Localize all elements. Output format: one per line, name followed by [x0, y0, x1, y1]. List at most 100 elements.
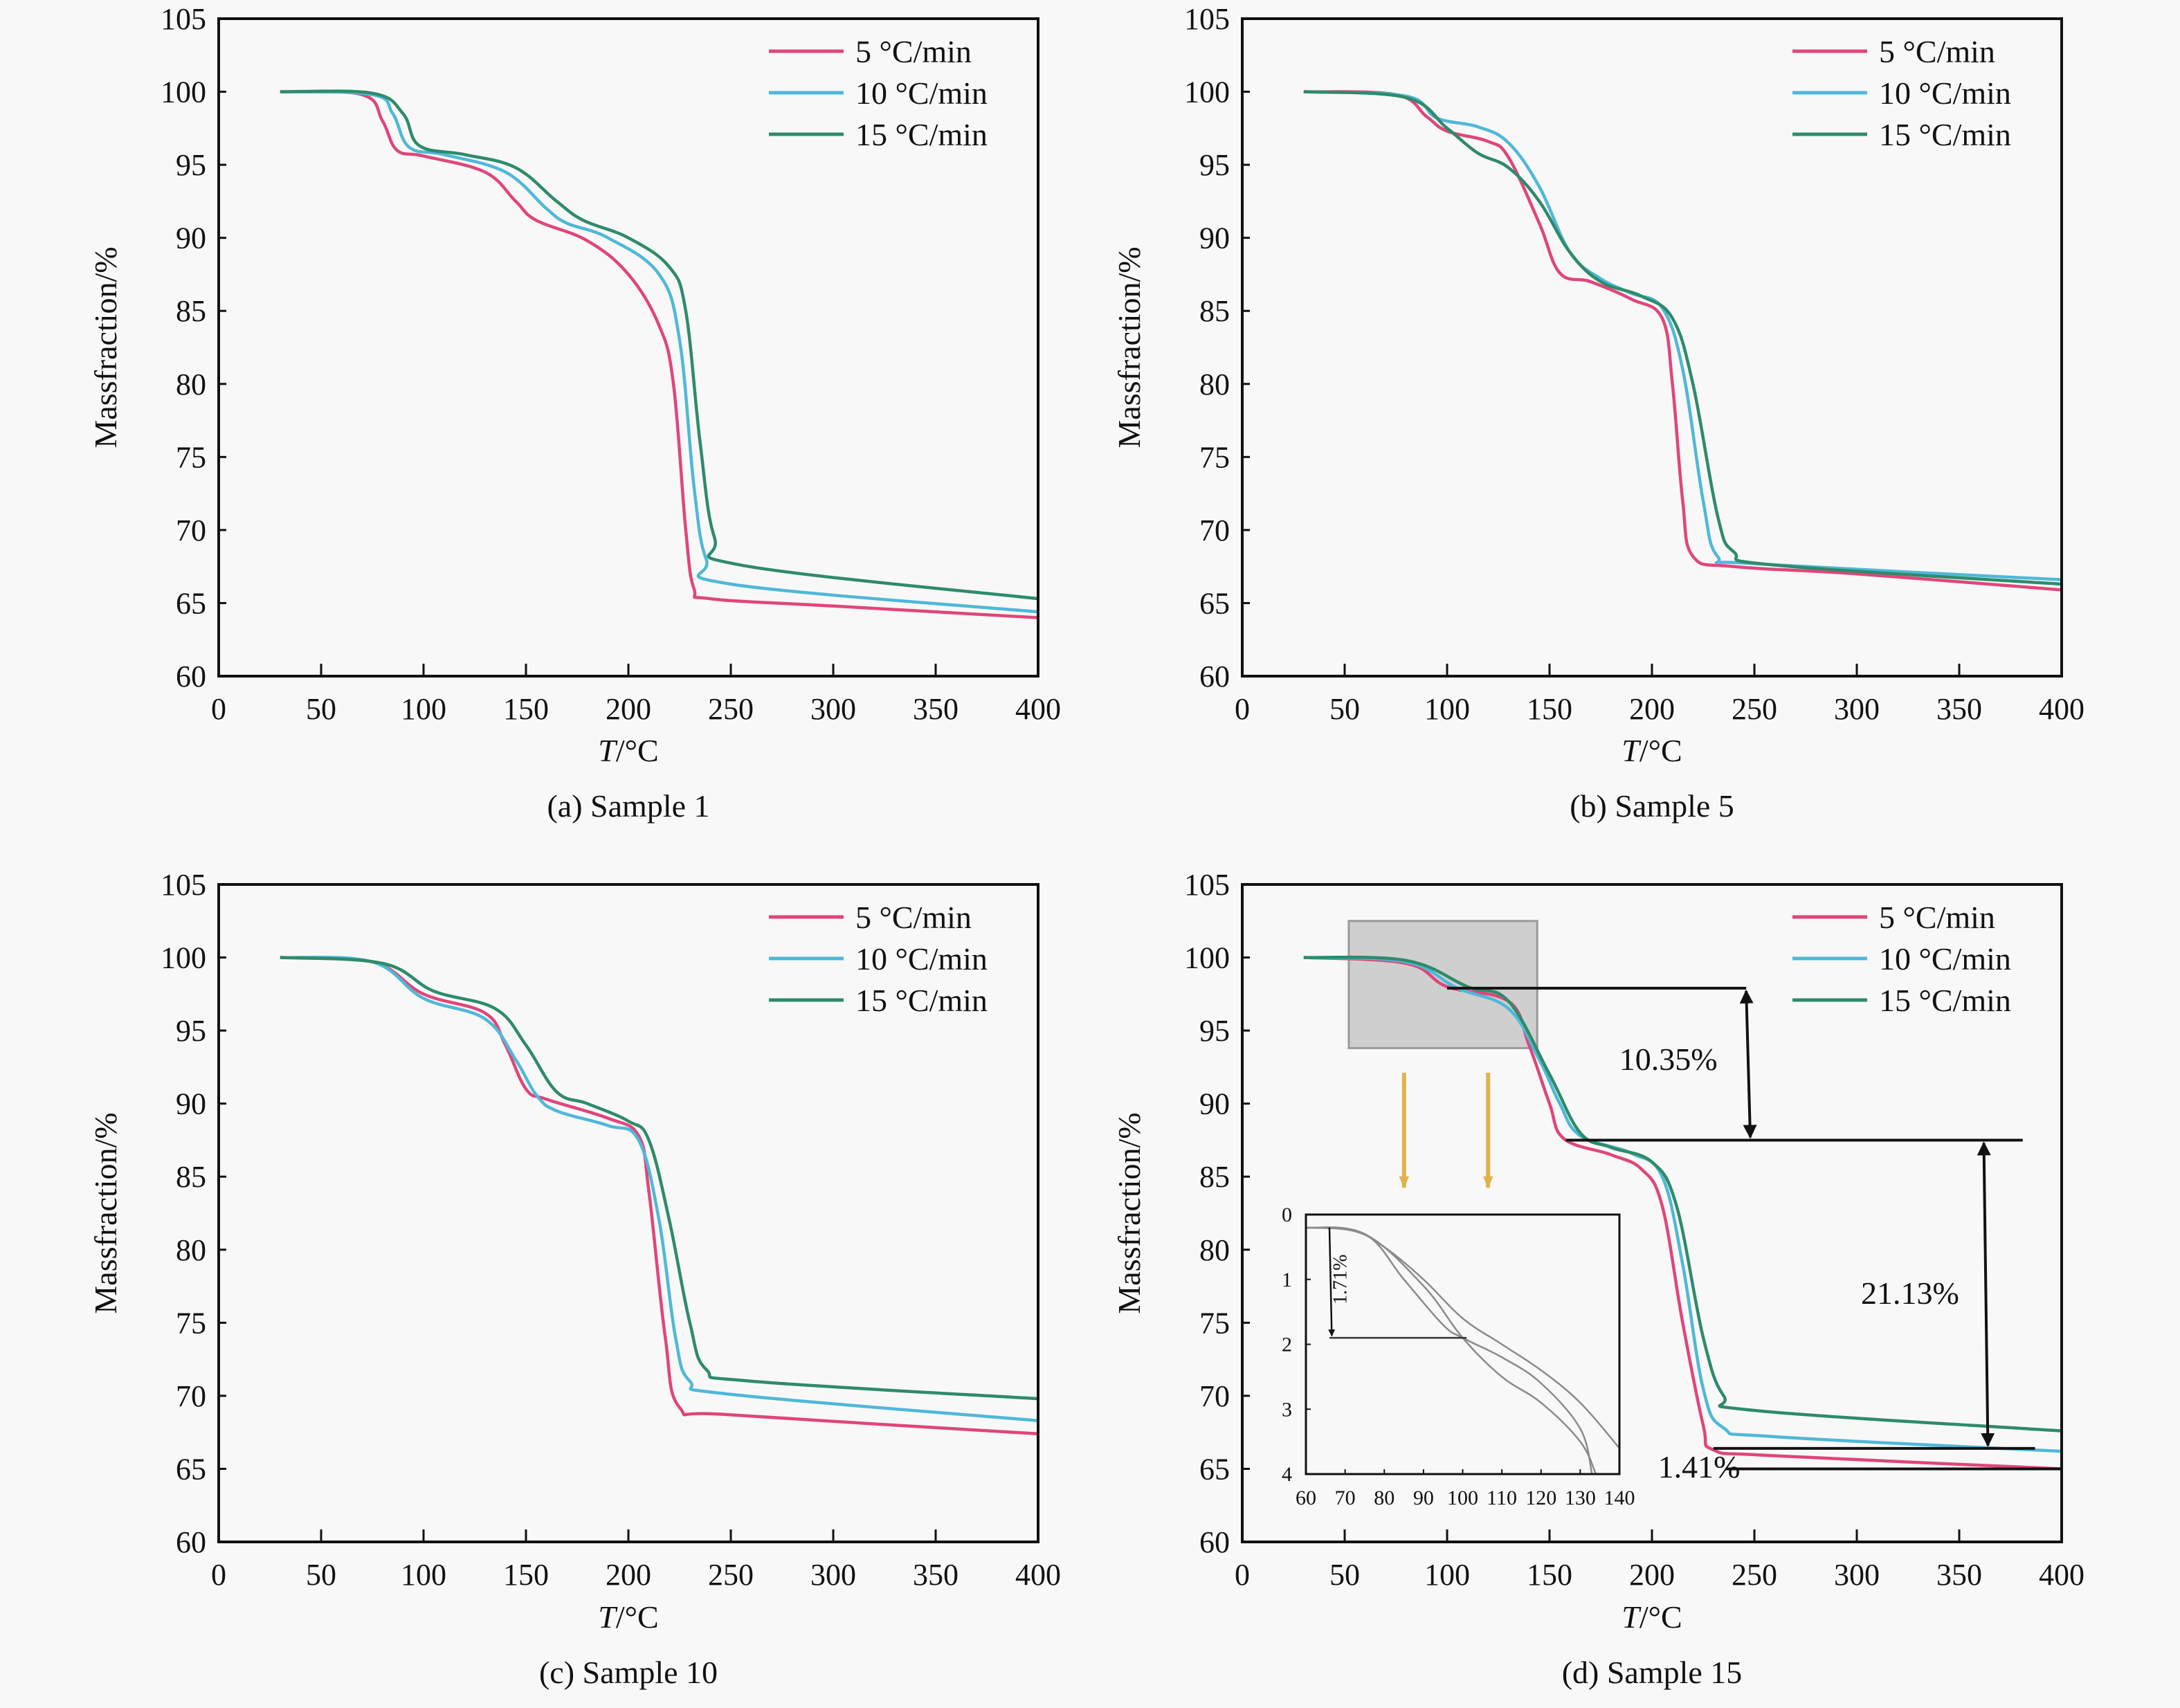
x-axis-label: T/°C: [1622, 733, 1682, 768]
x-tick-label: 150: [503, 692, 549, 726]
series-line-5-c-per-min: [1303, 90, 2062, 592]
inset-background: [1306, 1215, 1619, 1474]
x-axis-label-var: T: [598, 1599, 618, 1635]
y-tick-label: 65: [1199, 586, 1230, 620]
y-axis-label: Massfraction/%: [1111, 246, 1147, 448]
y-tick-label: 100: [1184, 75, 1230, 109]
inset-y-tick-label: 3: [1282, 1398, 1292, 1421]
legend-label: 15 °C/min: [855, 117, 988, 152]
x-tick-label: 200: [606, 1558, 651, 1592]
x-axis-label-var: T: [1622, 1599, 1642, 1635]
panel-caption: (d) Sample 15: [1562, 1655, 1743, 1690]
panel-caption: (b) Sample 5: [1570, 788, 1734, 824]
inset-annotation-label: 1.71%: [1329, 1255, 1351, 1305]
x-tick-label: 200: [1629, 1558, 1675, 1592]
inset-x-tick-label: 70: [1335, 1487, 1356, 1509]
inset-x-tick-label: 80: [1374, 1487, 1395, 1509]
x-tick-label: 50: [306, 692, 336, 726]
panel-a: 60 65 70 75 80 85 90 95 100 105 0 50 100 150 200 250 300…: [88, 2, 1061, 824]
x-tick-label: 100: [401, 1558, 446, 1592]
y-tick-label: 75: [1199, 440, 1230, 474]
panel-c: 60 65 70 75 80 85 90 95 100 105 0 50 100 150 200 250 300…: [88, 868, 1061, 1690]
inset-x-tick-label: 140: [1604, 1487, 1635, 1509]
y-tick-label: 95: [1199, 1014, 1230, 1048]
y-tick-label: 100: [1184, 941, 1230, 975]
series-line-15-c-per-min: [1303, 955, 2062, 1433]
x-tick-label: 400: [2039, 692, 2084, 726]
y-tick-label: 60: [1199, 1525, 1230, 1559]
x-tick-label: 150: [503, 1558, 549, 1592]
y-tick-label: 90: [176, 221, 206, 255]
x-tick-label: 350: [1936, 1558, 1982, 1592]
x-axis-label-unit: /°C: [616, 1599, 659, 1635]
y-tick-label: 80: [1199, 1233, 1230, 1267]
y-axis-label: Massfraction/%: [1111, 1112, 1147, 1314]
x-tick-label: 150: [1527, 1558, 1572, 1592]
y-tick-label: 75: [176, 440, 206, 474]
y-tick-label: 105: [161, 868, 206, 902]
x-tick-label: 200: [1629, 692, 1675, 726]
x-tick-label: 400: [2039, 1558, 2084, 1592]
x-tick-label: 250: [1732, 692, 1777, 726]
x-tick-label: 350: [1936, 692, 1982, 726]
x-axis-label: T/°C: [598, 1599, 658, 1635]
plot-frame: [1241, 883, 2063, 1543]
x-axis-label: T/°C: [598, 733, 658, 768]
y-tick-label: 60: [1199, 660, 1230, 693]
y-tick-label: 95: [1199, 148, 1230, 182]
inset-x-tick-label: 130: [1565, 1487, 1596, 1509]
x-axis-label-unit: /°C: [1639, 1599, 1682, 1635]
x-tick-label: 100: [1424, 692, 1470, 726]
y-tick-label: 70: [176, 514, 206, 547]
y-tick-label: 65: [176, 1452, 206, 1486]
inset-y-tick-label: 4: [1282, 1463, 1292, 1486]
x-tick-label: 250: [1732, 1558, 1777, 1592]
x-tick-label: 350: [913, 1558, 959, 1592]
plot-frame: [1241, 17, 2063, 678]
x-tick-label: 0: [1235, 1558, 1250, 1592]
panel-d: 60 65 70 75 80 85 90 95 100 105 0 50 100 150 200 250 300…: [1111, 868, 2084, 1690]
double-arrow-10-35: [1739, 989, 1757, 1139]
x-tick-label: 250: [708, 1558, 754, 1592]
inset-x-tick-label: 110: [1487, 1487, 1517, 1509]
series-line-10-c-per-min: [280, 90, 1039, 614]
series-line-15-c-per-min: [280, 956, 1039, 1401]
legend-label: 15 °C/min: [1879, 983, 2011, 1018]
inset-y-tick-label: 0: [1282, 1203, 1292, 1226]
y-tick-label: 105: [161, 2, 206, 36]
x-tick-label: 50: [1329, 1558, 1360, 1592]
y-tick-label: 90: [176, 1087, 206, 1121]
legend-label: 5 °C/min: [1879, 900, 1995, 935]
x-tick-label: 150: [1527, 692, 1572, 726]
panel-b: 60 65 70 75 80 85 90 95 100 105 0 50 100 150 200 250 300…: [1111, 2, 2084, 824]
legend-label: 15 °C/min: [855, 983, 988, 1018]
x-tick-label: 400: [1015, 692, 1061, 726]
plot-frame: [217, 17, 1039, 678]
x-tick-label: 0: [211, 692, 226, 726]
legend-label: 10 °C/min: [1879, 75, 2011, 111]
inset-x-tick-label: 60: [1296, 1487, 1316, 1509]
y-tick-label: 95: [176, 148, 206, 182]
x-tick-label: 100: [401, 692, 446, 726]
x-tick-label: 400: [1015, 1558, 1061, 1592]
y-tick-label: 80: [176, 367, 206, 401]
x-axis-label: T/°C: [1622, 1599, 1682, 1635]
series-line-15-c-per-min: [1303, 90, 2062, 586]
y-tick-label: 65: [176, 586, 206, 620]
x-tick-label: 250: [708, 692, 754, 726]
series-line-10-c-per-min: [1303, 956, 2062, 1453]
annotation-label: 10.35%: [1619, 1042, 1718, 1077]
y-axis-label: Massfraction/%: [88, 1112, 123, 1314]
x-tick-label: 300: [1834, 1558, 1880, 1592]
y-tick-label: 85: [176, 294, 206, 328]
x-tick-label: 200: [606, 692, 651, 726]
y-tick-label: 85: [1199, 294, 1230, 328]
annotation-label: 21.13%: [1861, 1275, 1959, 1311]
inset-y-tick-label: 2: [1282, 1334, 1292, 1356]
series-line-5-c-per-min: [280, 956, 1039, 1436]
y-tick-label: 90: [1199, 1087, 1230, 1121]
y-tick-label: 80: [176, 1233, 206, 1267]
annotation-label: 1.41%: [1658, 1449, 1741, 1484]
inset-arrow: [1328, 1227, 1336, 1337]
